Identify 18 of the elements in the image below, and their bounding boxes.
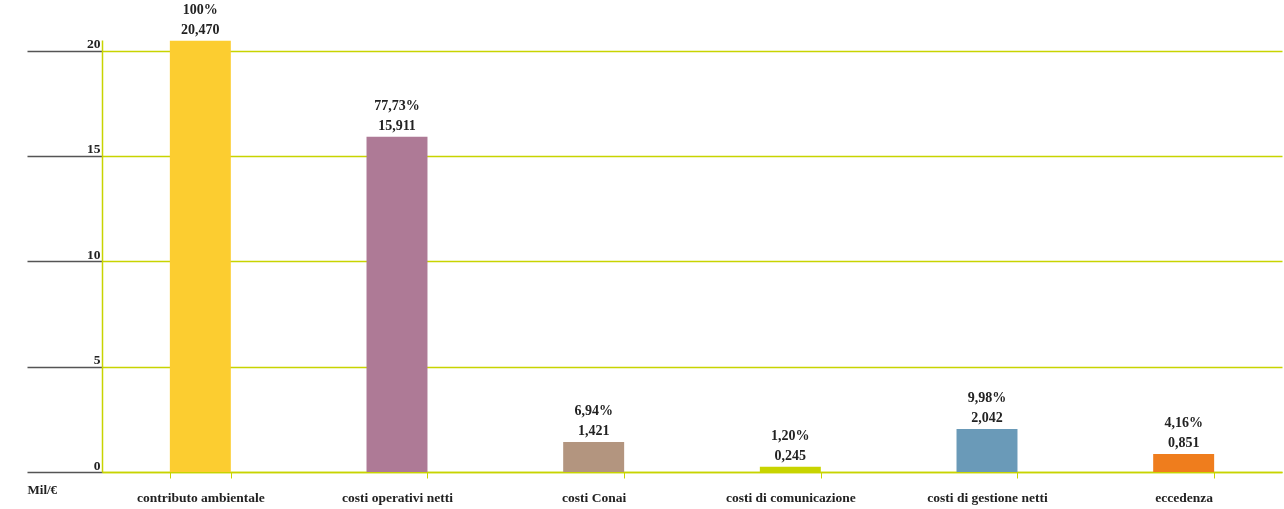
data-label: 4,16% 0,851 <box>1164 415 1203 451</box>
y-tick-label: 0 <box>93 457 101 473</box>
data-label: 9,98% 2,042 <box>967 389 1007 425</box>
x-tick-label: costi operativi netti <box>342 489 454 505</box>
y-tick-label: 15 <box>87 141 101 157</box>
x-tick-label: costi di gestione netti <box>927 489 1048 505</box>
x-tick-label: costi Conai <box>562 489 627 505</box>
y-tick-label: 10 <box>87 246 101 262</box>
data-label: 1,20% 0,245 <box>771 427 810 463</box>
y-tick-label: 20 <box>87 36 101 52</box>
x-tick-label: contributo ambientale <box>136 489 265 505</box>
data-label: 6,94% 1,421 <box>574 403 613 439</box>
y-tick-label: 5 <box>93 352 101 368</box>
x-tick-label: eccedenza <box>1155 489 1214 505</box>
x-tick-label: costi di comunicazione <box>725 489 856 505</box>
data-label: 77,73% 15,911 <box>374 97 420 133</box>
y-axis-title: Mil/€ <box>27 481 58 497</box>
data-label: 100% 20,470 <box>181 1 220 37</box>
